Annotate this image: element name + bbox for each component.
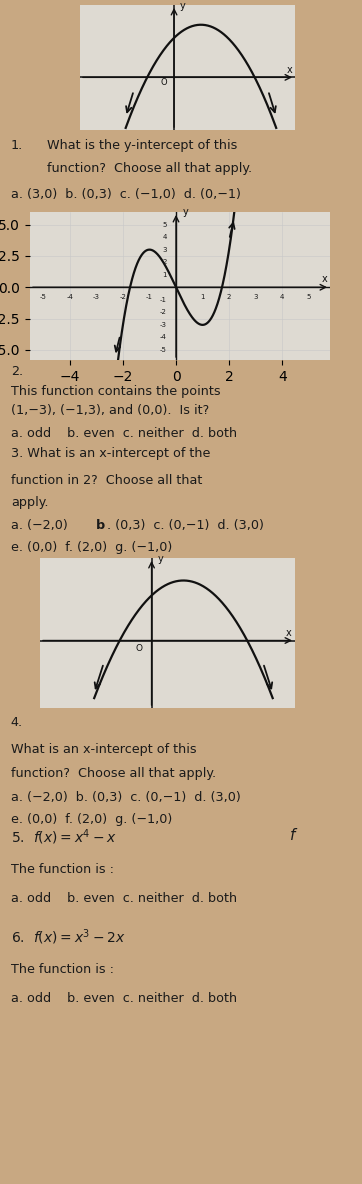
Text: -3: -3 <box>160 322 167 328</box>
Text: What is an x-intercept of this: What is an x-intercept of this <box>11 744 197 757</box>
Text: 1: 1 <box>162 271 167 278</box>
Text: function?  Choose all that apply.: function? Choose all that apply. <box>11 767 216 780</box>
Text: a. (−2,0)  b. (0,3)  c. (0,−1)  d. (3,0): a. (−2,0) b. (0,3) c. (0,−1) d. (3,0) <box>11 791 241 804</box>
Text: This function contains the points: This function contains the points <box>11 385 220 398</box>
Text: The function is :: The function is : <box>11 863 114 876</box>
Text: 1: 1 <box>200 294 205 301</box>
Text: 4: 4 <box>162 234 167 240</box>
Text: y: y <box>180 1 185 11</box>
Text: -1: -1 <box>160 297 167 303</box>
Text: f: f <box>290 828 295 843</box>
Text: function?  Choose all that apply.: function? Choose all that apply. <box>47 162 252 175</box>
Text: -2: -2 <box>119 294 126 301</box>
Text: 6.  $f(x) = x^3 - 2x$: 6. $f(x) = x^3 - 2x$ <box>11 928 126 947</box>
Text: 2: 2 <box>162 259 167 265</box>
Text: function in 2?  Choose all that: function in 2? Choose all that <box>11 475 202 488</box>
Text: -5: -5 <box>160 347 167 353</box>
Text: a. (−2,0): a. (−2,0) <box>11 519 72 532</box>
Text: 4: 4 <box>280 294 285 301</box>
Text: -4: -4 <box>66 294 73 301</box>
Text: a. (3,0)  b. (0,3)  c. (−1,0)  d. (0,−1): a. (3,0) b. (0,3) c. (−1,0) d. (0,−1) <box>11 187 241 200</box>
Text: 2: 2 <box>227 294 231 301</box>
Text: b: b <box>96 519 105 532</box>
Text: The function is :: The function is : <box>11 963 114 976</box>
Text: 3: 3 <box>162 246 167 252</box>
Text: -2: -2 <box>160 309 167 315</box>
Text: apply.: apply. <box>11 496 49 509</box>
Text: 5.  $f(x) = x^4 - x$: 5. $f(x) = x^4 - x$ <box>11 828 117 848</box>
Text: 1.: 1. <box>11 139 23 152</box>
Text: -1: -1 <box>146 294 153 301</box>
Text: 4.: 4. <box>11 716 23 729</box>
Text: e. (0,0)  f. (2,0)  g. (−1,0): e. (0,0) f. (2,0) g. (−1,0) <box>11 813 172 826</box>
Text: y: y <box>158 554 164 565</box>
Text: x: x <box>286 628 291 638</box>
Text: . (0,3)  c. (0,−1)  d. (3,0): . (0,3) c. (0,−1) d. (3,0) <box>107 519 264 532</box>
Text: x: x <box>322 275 328 284</box>
Text: 5: 5 <box>162 221 167 227</box>
Text: O: O <box>161 78 167 88</box>
Text: -5: -5 <box>40 294 47 301</box>
Text: O: O <box>136 644 143 654</box>
Text: a. odd    b. even  c. neither  d. both: a. odd b. even c. neither d. both <box>11 991 237 1004</box>
Text: -4: -4 <box>160 334 167 341</box>
Text: 2.: 2. <box>11 366 23 379</box>
Text: 3: 3 <box>253 294 258 301</box>
Text: x: x <box>287 65 293 76</box>
Text: What is the y-intercept of this: What is the y-intercept of this <box>47 139 237 152</box>
Text: 3. What is an x-intercept of the: 3. What is an x-intercept of the <box>11 448 210 461</box>
Text: (1,−3), (−1,3), and (0,0).  Is it?: (1,−3), (−1,3), and (0,0). Is it? <box>11 405 209 417</box>
Text: 5: 5 <box>307 294 311 301</box>
Text: a. odd    b. even  c. neither  d. both: a. odd b. even c. neither d. both <box>11 892 237 905</box>
Text: e. (0,0)  f. (2,0)  g. (−1,0): e. (0,0) f. (2,0) g. (−1,0) <box>11 541 172 554</box>
Text: y: y <box>183 206 188 217</box>
Text: -3: -3 <box>93 294 100 301</box>
Text: a. odd    b. even  c. neither  d. both: a. odd b. even c. neither d. both <box>11 427 237 440</box>
